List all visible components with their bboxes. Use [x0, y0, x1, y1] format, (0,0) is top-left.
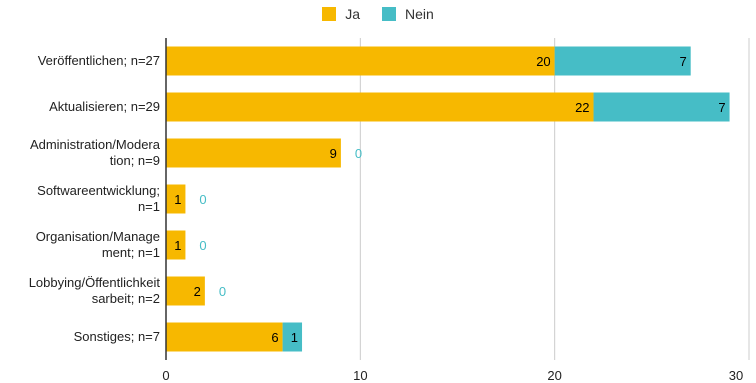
data-label-nein-6: 1 [291, 330, 298, 345]
category-label-0: Veröffentlichen; n=27 [37, 53, 160, 68]
bar-ja-1 [166, 92, 594, 122]
category-label-2: Administration/Modera tion; n=9 [29, 137, 160, 168]
bar-nein-1 [593, 92, 730, 122]
x-tick-label-30: 30 [728, 368, 744, 383]
bar-nein-0 [554, 46, 691, 76]
category-label-6: Sonstiges; n=7 [73, 329, 160, 344]
legend-item-ja[interactable]: Ja [322, 6, 360, 22]
bar-ja-6 [166, 322, 283, 352]
x-tick-label-0: 0 [162, 368, 170, 383]
data-label-ja-2: 9 [330, 146, 337, 161]
legend-swatch-nein [382, 7, 396, 21]
data-label-ja-3: 1 [174, 192, 181, 207]
category-label-1: Aktualisieren; n=29 [49, 99, 160, 114]
x-tick-label-20: 20 [547, 368, 562, 383]
data-label-ja-0: 20 [536, 54, 550, 69]
data-label-nein-1: 7 [718, 100, 725, 115]
data-label-ja-5: 2 [194, 284, 201, 299]
chart-legend: Ja Nein [0, 6, 756, 22]
category-label-3: Softwareentwicklung; n=1 [37, 183, 160, 214]
legend-label-ja: Ja [345, 6, 360, 22]
bar-nein-6 [282, 322, 303, 352]
bar-ja-4 [166, 230, 186, 260]
bar-ja-0 [166, 46, 555, 76]
category-label-5: Lobbying/Öffentlichkeit sarbeit; n=2 [28, 275, 160, 306]
legend-item-nein[interactable]: Nein [382, 6, 434, 22]
bar-ja-2 [166, 138, 341, 168]
x-tick-label-10: 10 [353, 368, 368, 383]
data-label-ja-6: 6 [271, 330, 278, 345]
data-label-nein-4: 0 [199, 238, 206, 253]
bar-ja-3 [166, 184, 186, 214]
data-label-nein-3: 0 [199, 192, 206, 207]
data-label-nein-2: 0 [355, 146, 362, 161]
bar-ja-5 [166, 276, 205, 306]
data-label-ja-4: 1 [174, 238, 181, 253]
category-label-4: Organisation/Manage ment; n=1 [35, 229, 160, 260]
legend-swatch-ja [322, 7, 337, 21]
data-label-ja-1: 22 [575, 100, 589, 115]
legend-label-nein: Nein [405, 6, 434, 22]
data-label-nein-5: 0 [219, 284, 226, 299]
data-label-nein-0: 7 [679, 54, 686, 69]
